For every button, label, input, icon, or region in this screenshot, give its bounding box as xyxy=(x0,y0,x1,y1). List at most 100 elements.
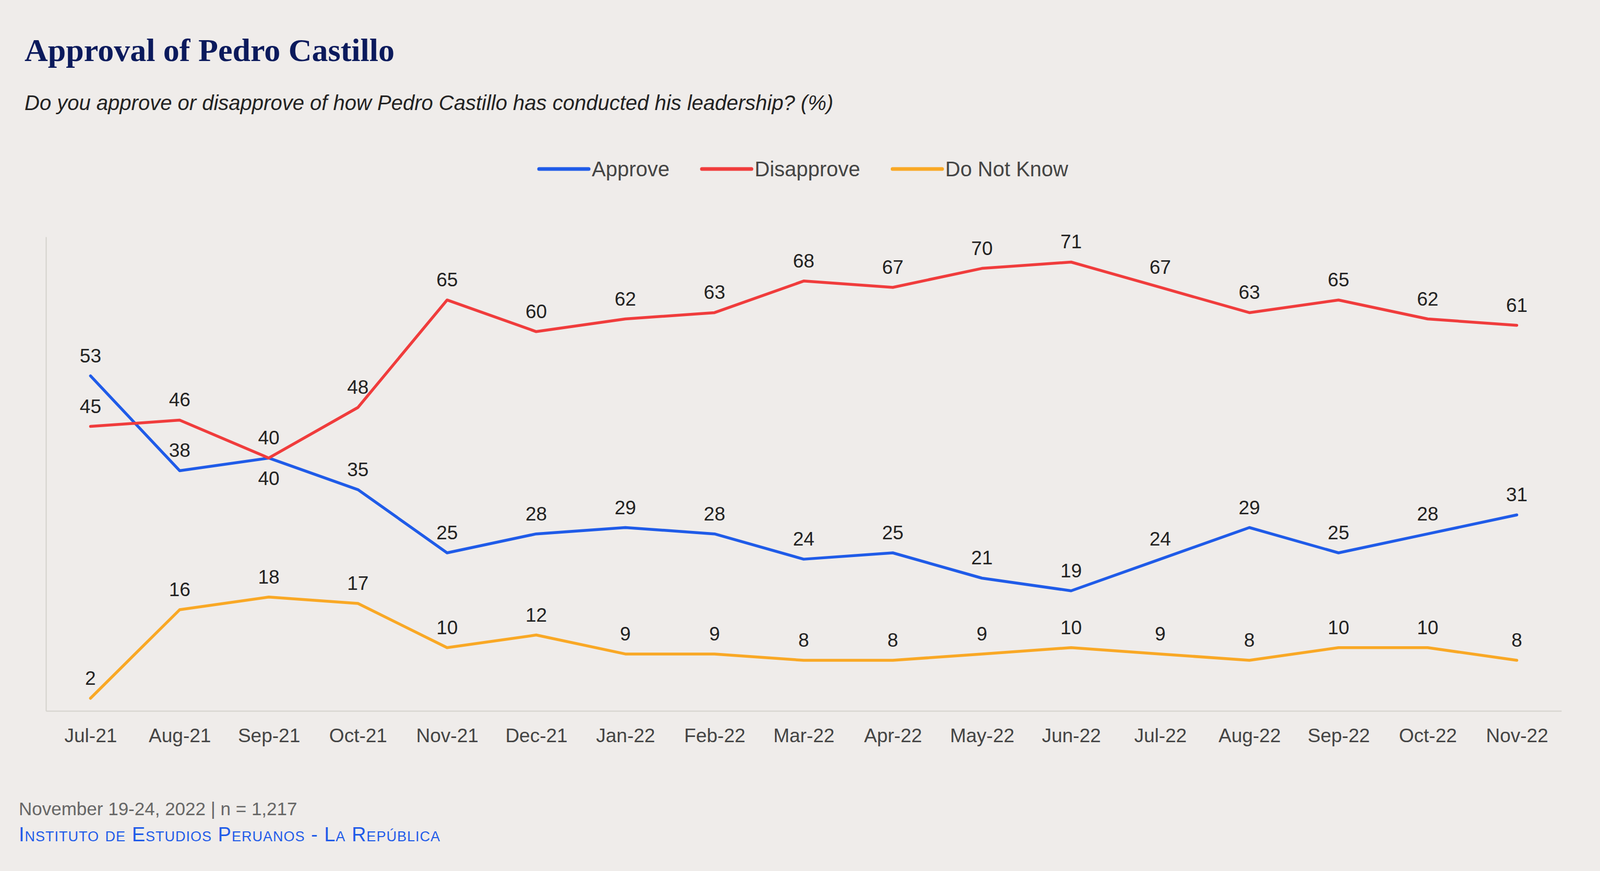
data-label: 24 xyxy=(792,528,815,551)
x-tick-label: Dec-21 xyxy=(505,725,568,747)
data-label: 38 xyxy=(169,439,191,462)
data-label: 24 xyxy=(1149,528,1172,551)
legend: Approve Disapprove Do Not Know xyxy=(539,157,1069,181)
data-label: 67 xyxy=(1149,256,1172,279)
legend-swatch xyxy=(892,167,942,172)
data-label: 18 xyxy=(257,566,280,589)
data-label: 10 xyxy=(1416,617,1439,639)
data-label: 12 xyxy=(525,604,547,627)
data-label: 40 xyxy=(257,468,280,490)
x-tick-label: Jul-21 xyxy=(64,725,118,747)
x-tick: Apr-22 xyxy=(864,711,923,747)
legend-label: Disapprove xyxy=(754,157,861,181)
x-tick-label: Nov-21 xyxy=(416,725,479,747)
series-line xyxy=(90,376,1517,592)
data-label: 8 xyxy=(798,629,810,652)
data-label: 28 xyxy=(703,503,726,525)
x-tick-label: Sep-22 xyxy=(1307,725,1370,747)
legend-label: Do Not Know xyxy=(945,157,1069,181)
data-label: 10 xyxy=(436,617,458,639)
x-tick: Jul-21 xyxy=(64,711,118,747)
data-label: 2 xyxy=(85,667,97,690)
data-label: 28 xyxy=(1416,503,1439,525)
x-tick-label: Oct-22 xyxy=(1399,725,1458,747)
data-label: 63 xyxy=(1238,281,1261,304)
data-label: 60 xyxy=(525,301,547,323)
data-label: 53 xyxy=(79,345,102,367)
data-label: 40 xyxy=(257,427,280,449)
data-label: 65 xyxy=(436,269,458,291)
data-label: 9 xyxy=(619,623,631,646)
x-tick: Mar-22 xyxy=(773,711,835,747)
data-label: 21 xyxy=(971,547,993,569)
x-tick: Nov-22 xyxy=(1485,711,1548,747)
data-label: 17 xyxy=(347,572,369,595)
y-axis-line xyxy=(45,237,47,712)
data-label: 25 xyxy=(436,522,458,544)
x-tick: Sep-21 xyxy=(237,711,301,747)
data-label: 35 xyxy=(347,459,369,481)
data-label: 71 xyxy=(1060,231,1082,253)
data-label: 19 xyxy=(1060,560,1082,582)
data-label: 62 xyxy=(614,288,637,310)
chart: Approval of Pedro Castillo Do you approve… xyxy=(0,0,1600,871)
x-tick: Aug-21 xyxy=(148,711,211,747)
x-tick-label: Oct-21 xyxy=(329,725,388,747)
data-label: 25 xyxy=(1327,522,1349,544)
x-tick: Oct-21 xyxy=(329,711,388,747)
x-tick-label: Feb-22 xyxy=(684,725,746,747)
data-label: 68 xyxy=(792,250,815,272)
legend-swatch xyxy=(701,167,752,172)
x-tick-label: Aug-21 xyxy=(148,725,211,747)
data-label: 9 xyxy=(709,623,721,646)
x-tick-label: May-22 xyxy=(949,725,1014,747)
data-label: 28 xyxy=(525,503,547,525)
x-tick-label: Jun-22 xyxy=(1041,725,1101,747)
data-label: 48 xyxy=(347,376,369,399)
data-label: 25 xyxy=(881,522,904,544)
data-label: 45 xyxy=(79,396,102,418)
data-label: 65 xyxy=(1327,269,1349,291)
data-label: 8 xyxy=(887,629,899,652)
legend-swatch xyxy=(539,167,589,172)
legend-item: Do Not Know xyxy=(892,157,1069,181)
x-axis-line xyxy=(46,711,1562,713)
y-axis xyxy=(45,237,47,712)
background xyxy=(0,0,1600,871)
x-tick: Aug-22 xyxy=(1218,711,1281,747)
data-label: 46 xyxy=(169,389,191,411)
source: Instituto de Estudios Peruanos - La Repú… xyxy=(18,824,441,846)
x-tick-label: Sep-21 xyxy=(237,725,301,747)
data-label: 8 xyxy=(1511,629,1523,652)
x-axis: Jul-21 Aug-21 Sep-21 Oct-21 Nov-21 Dec-21 Jan-… xyxy=(46,711,1562,747)
x-tick: Jan-22 xyxy=(595,711,655,747)
x-tick: Jul-22 xyxy=(1133,711,1187,747)
data-label: 29 xyxy=(1238,497,1261,519)
series-line xyxy=(90,261,1517,459)
data-label: 70 xyxy=(971,237,993,260)
data-label: 62 xyxy=(1416,288,1439,310)
x-tick-label: Jan-22 xyxy=(595,725,655,747)
data-label: 67 xyxy=(881,256,904,279)
x-tick: May-22 xyxy=(949,711,1014,747)
x-tick-label: Jul-22 xyxy=(1133,725,1187,747)
data-label: 61 xyxy=(1506,294,1528,317)
data-label: 29 xyxy=(614,497,637,519)
data-labels: 5338403525282928242521192429252831454640… xyxy=(79,231,1528,689)
legend-item: Disapprove xyxy=(701,157,861,181)
subtitle: Do you approve or disapprove of how Pedr… xyxy=(24,91,834,115)
series-line xyxy=(90,597,1517,699)
data-label: 8 xyxy=(1244,629,1256,652)
x-tick-label: Apr-22 xyxy=(864,725,923,747)
legend-item: Approve xyxy=(539,157,670,181)
data-label: 9 xyxy=(976,623,988,646)
title: Approval of Pedro Castillo xyxy=(24,32,395,68)
x-tick: Oct-22 xyxy=(1399,711,1458,747)
x-tick: Nov-21 xyxy=(416,711,479,747)
x-tick: Dec-21 xyxy=(505,711,568,747)
data-label: 10 xyxy=(1060,617,1082,639)
plot-area xyxy=(90,261,1517,699)
x-tick-label: Mar-22 xyxy=(773,725,835,747)
legend-label: Approve xyxy=(591,157,670,181)
data-label: 10 xyxy=(1327,617,1349,639)
